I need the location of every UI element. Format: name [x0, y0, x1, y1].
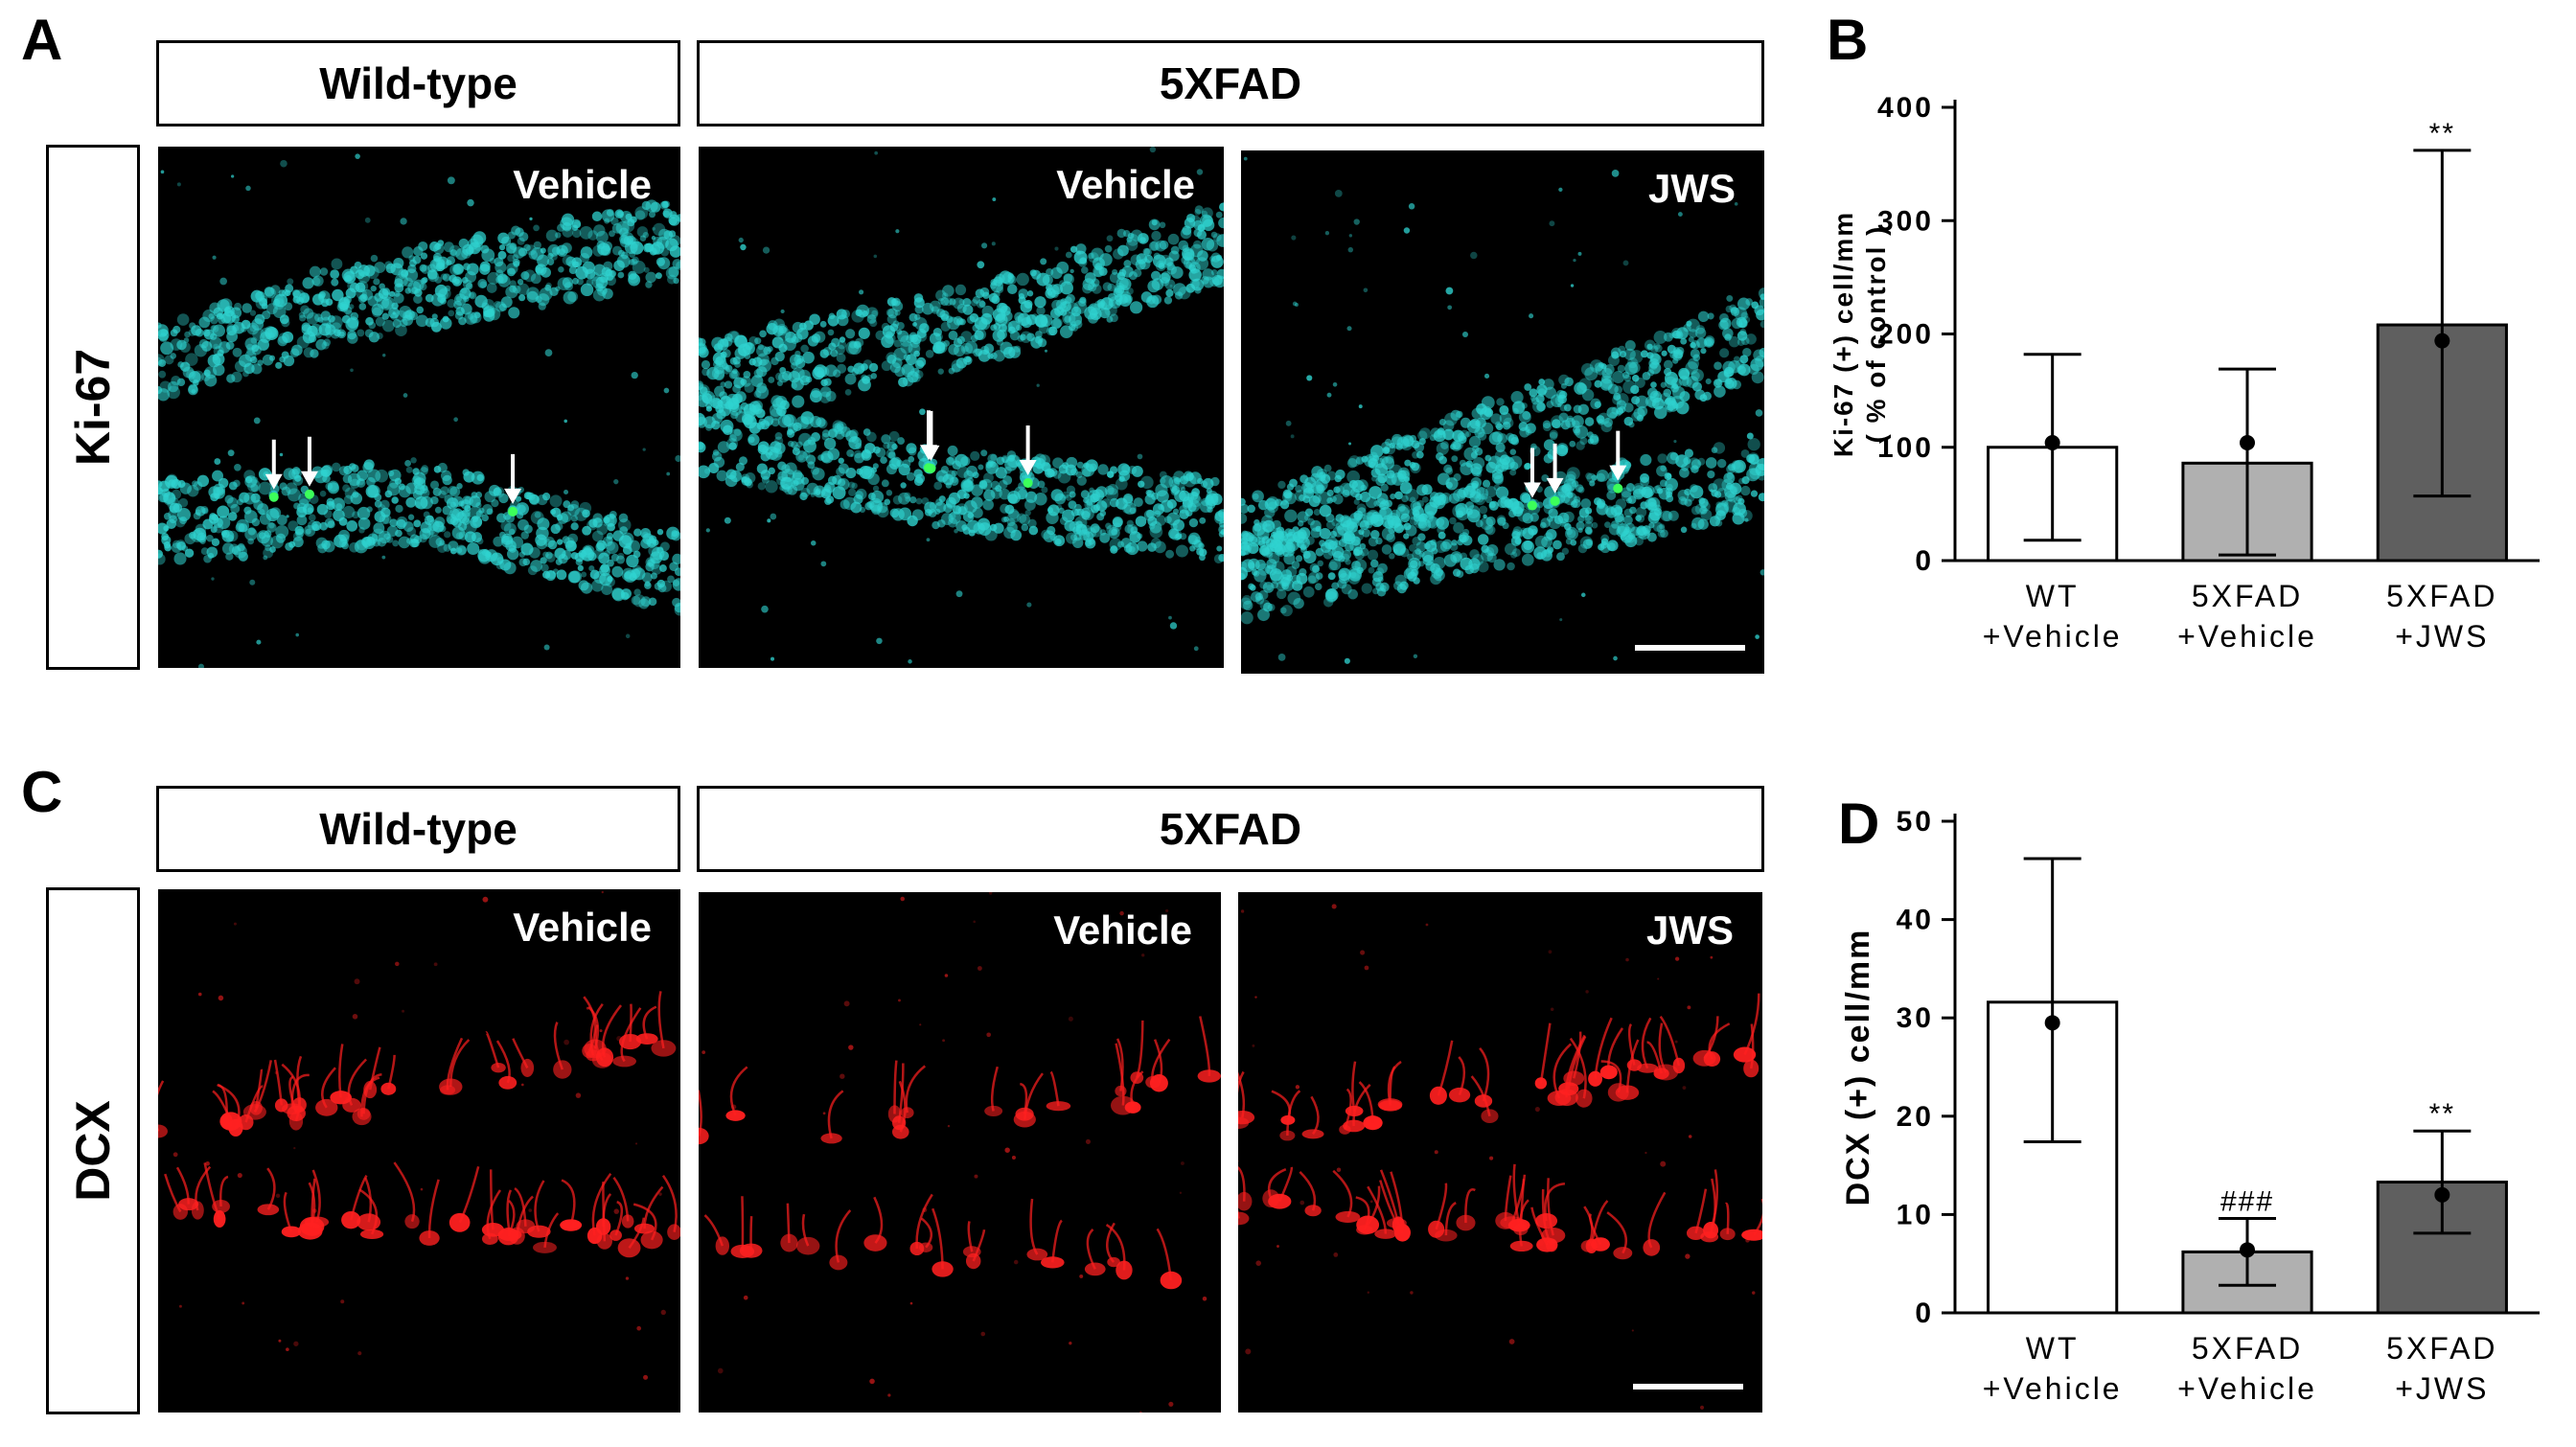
x-tick-label: +Vehicle [1983, 619, 2123, 654]
x-tick-label: 5XFAD [2192, 1331, 2303, 1366]
x-tick-label: +Vehicle [1983, 1371, 2123, 1406]
scale-bar [1635, 645, 1745, 651]
group-label-5xfad-a: 5XFAD [697, 40, 1764, 126]
scale-bar [1633, 1384, 1743, 1390]
panel-letter-c: C [21, 760, 63, 824]
data-point [2240, 435, 2255, 451]
significance-marker: ** [2429, 118, 2455, 149]
data-point [2044, 1015, 2060, 1031]
y-axis-label: DCX (+) cell/mm [1840, 929, 1876, 1206]
x-tick-label: 5XFAD [2386, 579, 2497, 613]
y-tick-label: 200 [1877, 319, 1934, 351]
row-label-box-ki67: Ki-67 [46, 145, 140, 670]
micrograph-dcx-5xfad-vehicle: Vehicle [699, 892, 1221, 1413]
bar [2376, 1181, 2508, 1315]
y-tick-label: 30 [1897, 1002, 1934, 1034]
svg-text:Ki-67 (+) cell/mm: Ki-67 (+) cell/mm [1828, 211, 1858, 457]
micrograph-label: Vehicle [1053, 907, 1192, 953]
y-tick-label: 50 [1897, 806, 1934, 838]
row-label-box-dcx: DCX [46, 887, 140, 1414]
y-tick-label: 10 [1897, 1199, 1934, 1230]
micrograph-dcx-5xfad-jws: JWS [1238, 892, 1762, 1413]
micrograph-ki67-5xfad-vehicle: Vehicle [699, 147, 1224, 668]
significance-marker: ### [2220, 1186, 2274, 1218]
y-axis-label: Ki-67 (+) cell/mm( % of control ) [1828, 211, 1891, 457]
x-tick-label: WT [2026, 1331, 2080, 1366]
group-label-wildtype-c: Wild-type [156, 786, 680, 872]
svg-text:( % of control ): ( % of control ) [1861, 225, 1891, 444]
micrograph-ki67-5xfad-jws: JWS [1241, 150, 1764, 674]
micrograph-label: Vehicle [513, 905, 652, 950]
y-tick-label: 100 [1877, 432, 1934, 464]
y-tick-label: 40 [1897, 905, 1934, 936]
data-point [2434, 333, 2450, 349]
y-tick-label: 20 [1897, 1101, 1934, 1133]
micrograph-label: Vehicle [513, 162, 652, 207]
row-label-dcx: DCX [66, 1100, 120, 1202]
x-tick-label: WT [2026, 579, 2080, 613]
x-tick-label: 5XFAD [2192, 579, 2303, 613]
x-tick-label: +Vehicle [2177, 1371, 2317, 1406]
panel-letter-d: D [1838, 792, 1880, 856]
bar-chart-ki67: 0 100 200 300 400 Ki-67 (+) cell/mm( % of con… [1828, 92, 2540, 654]
micrograph-dcx-wildtype-vehicle: Vehicle [158, 889, 680, 1413]
significance-marker: ** [2429, 1098, 2455, 1130]
x-tick-label: 5XFAD [2386, 1331, 2497, 1366]
data-point [2240, 1242, 2255, 1258]
data-point [2434, 1186, 2450, 1203]
micrograph-label: JWS [1647, 166, 1736, 211]
group-label-wildtype-a: Wild-type [156, 40, 680, 126]
micrograph-label: Vehicle [1056, 162, 1195, 207]
y-tick-label: 0 [1915, 1298, 1934, 1329]
panel-letter-a: A [21, 8, 63, 72]
panel-letter-b: B [1827, 8, 1869, 72]
y-tick-label: 300 [1877, 205, 1934, 237]
svg-text:DCX (+) cell/mm: DCX (+) cell/mm [1840, 929, 1876, 1206]
x-tick-label: +Vehicle [2177, 619, 2317, 654]
y-tick-label: 0 [1915, 545, 1934, 577]
data-point [2044, 435, 2060, 451]
micrograph-label: JWS [1645, 907, 1734, 953]
x-tick-label: +JWS [2395, 1371, 2489, 1406]
row-label-ki67: Ki-67 [66, 348, 120, 467]
y-tick-label: 400 [1877, 92, 1934, 124]
group-label-5xfad-c: 5XFAD [697, 786, 1764, 872]
bar-chart-dcx: 0 10 20 30 40 50 DCX (+) cell/mm WT +Vehicle ### 5… [1840, 806, 2540, 1406]
x-tick-label: +JWS [2395, 619, 2489, 654]
micrograph-ki67-wildtype-vehicle: Vehicle [158, 147, 680, 668]
